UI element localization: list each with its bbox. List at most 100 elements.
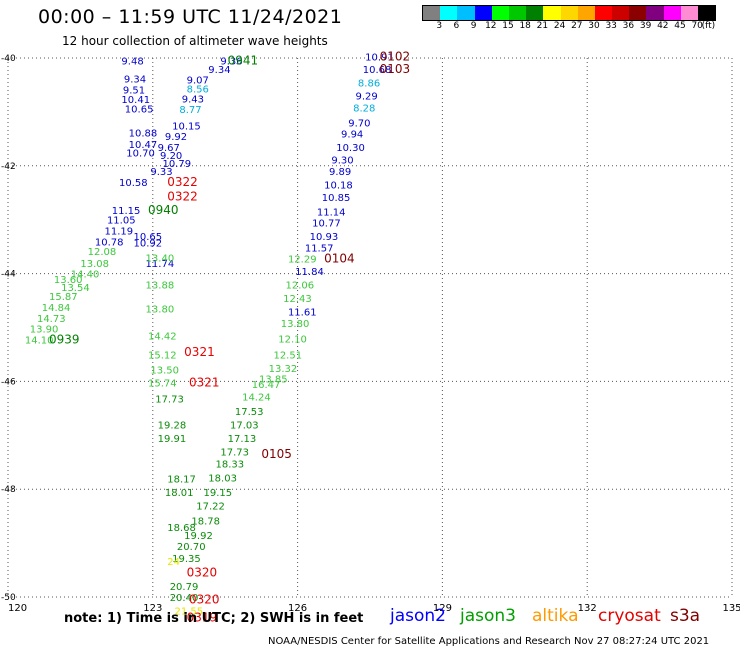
swh-label: 14.84	[42, 303, 71, 314]
colorbar-label: 18	[519, 21, 531, 31]
pass-time-label: 0322	[167, 175, 198, 189]
swh-label: 10.68	[363, 65, 392, 76]
pass-time-label: 0321	[189, 375, 220, 389]
swh-label: 17.73	[220, 447, 249, 458]
swh-label: 14.10	[25, 335, 54, 346]
colorbar-label: 70	[691, 21, 703, 31]
swh-label: 13.08	[80, 259, 109, 270]
swh-label: 11.19	[105, 226, 134, 237]
swh-label: 12.43	[283, 294, 312, 305]
swh-label: 11.57	[305, 244, 334, 255]
colorbar-swatch	[594, 6, 613, 20]
swh-label: 9.67	[158, 143, 180, 154]
swh-label: 10.79	[162, 159, 191, 170]
colorbar-label: 27	[571, 21, 583, 31]
chart-title: 00:00 – 11:59 UTC 11/24/2021	[38, 6, 343, 28]
swh-label: 9.34	[124, 74, 146, 85]
swh-label: 9.43	[182, 94, 204, 105]
swh-label: 19.91	[158, 434, 187, 445]
swh-label: 13.80	[146, 305, 175, 316]
swh-label: 10.18	[324, 181, 353, 192]
colorbar-label: 15	[502, 21, 514, 31]
swh-label: 19.35	[172, 554, 201, 565]
pass-time-label: 0940	[148, 203, 179, 217]
swh-label: 9.36	[220, 57, 242, 68]
swh-label: 10.78	[95, 237, 124, 248]
colorbar-label: 3	[436, 21, 443, 31]
swh-label: 17.03	[230, 421, 259, 432]
x-tick-label: 123	[143, 603, 162, 614]
swh-label: 20.40	[170, 593, 199, 604]
pass-time-label: 0321	[184, 345, 215, 359]
swh-label: 13.54	[61, 283, 90, 294]
swh-label: 14.24	[242, 392, 271, 403]
colorbar-swatch	[423, 6, 441, 20]
swh-label: 9.07	[187, 76, 209, 87]
swh-label: 13.90	[30, 325, 59, 336]
pass-time-label: 0941	[228, 54, 259, 68]
swh-label: 13.85	[259, 375, 288, 386]
pass-time-label: 0105	[261, 447, 292, 461]
swh-label: 18.33	[216, 459, 245, 470]
x-tick-label: 135	[722, 603, 740, 614]
y-tick-label: -42	[1, 162, 16, 172]
swh-label: 10.65	[133, 232, 162, 243]
swh-label: 10.70	[126, 148, 155, 159]
colorbar-swatch	[440, 6, 458, 20]
colorbar-labels: 3 6 9 12 15 18 21 24 27 30 33 36 39 42 45 70 (ft)	[422, 21, 740, 33]
colorbar-label: 6	[453, 21, 460, 31]
swh-label: 11.05	[107, 216, 136, 227]
chart-subtitle: 12 hour collection of altimeter wave hei…	[62, 34, 328, 48]
swh-label: 10.93	[310, 232, 339, 243]
y-tick-label: -48	[1, 485, 16, 495]
swh-label: 20.79	[170, 582, 199, 593]
swh-label: 18.78	[191, 516, 220, 527]
swh-label: 19.28	[158, 421, 187, 432]
legend-cryosat: cryosat	[598, 606, 661, 626]
swh-label: 11.15	[112, 206, 141, 217]
swh-label: 20.70	[177, 542, 206, 553]
colorbar-swatch	[508, 6, 527, 20]
y-tick-label: -40	[1, 54, 16, 64]
x-tick-label: 120	[8, 603, 27, 614]
colorbar-label: 21	[536, 21, 549, 31]
legend-altika: altika	[532, 606, 579, 626]
swh-label: 14.42	[148, 332, 177, 343]
swh-label: 10.91	[365, 52, 394, 63]
swh-label: 12.51	[273, 350, 302, 361]
colorbar-swatch	[577, 6, 595, 20]
colorbar-swatch	[474, 6, 492, 20]
swh-label: 11.14	[317, 208, 346, 219]
swh-label: 14.40	[71, 270, 100, 281]
swh-label: 10.15	[172, 121, 201, 132]
legend-jason3: jason3	[460, 606, 516, 626]
swh-label: 10.85	[322, 193, 351, 204]
colorbar-label: 36	[622, 21, 635, 31]
swh-label: 14.73	[37, 314, 66, 325]
swh-label: 15.74	[148, 378, 177, 389]
swh-label: 12.06	[286, 280, 315, 291]
swh-label: 10.92	[133, 238, 162, 249]
swh-label: 9.51	[123, 85, 145, 96]
colorbar-swatch	[663, 6, 681, 20]
swh-label: 9.34	[208, 65, 230, 76]
colorbar-label: 39	[639, 21, 652, 31]
colorbar-label: 9	[470, 21, 477, 31]
colorbar-label: 24	[553, 21, 566, 31]
swh-label: 13.88	[146, 280, 175, 291]
swh-label: 18.68	[167, 523, 196, 534]
swh-label: 12.29	[288, 255, 317, 266]
colorbar-swatch	[629, 6, 647, 20]
pass-time-label: 0104	[324, 252, 355, 266]
colorbar-label: 30	[588, 21, 600, 31]
swh-label: 17.73	[155, 395, 184, 406]
colorbar-swatch	[543, 6, 561, 20]
legend-jason2: jason2	[390, 606, 446, 626]
pass-time-label: 0319	[187, 610, 218, 624]
swh-label: 10.77	[312, 218, 341, 229]
colorbar-label: 42	[657, 21, 669, 31]
swh-label: 8.77	[179, 105, 201, 116]
swh-label: 21.55	[175, 606, 204, 617]
legend-note: note: 1) Time is in UTC; 2) SWH is in fe…	[64, 611, 364, 626]
